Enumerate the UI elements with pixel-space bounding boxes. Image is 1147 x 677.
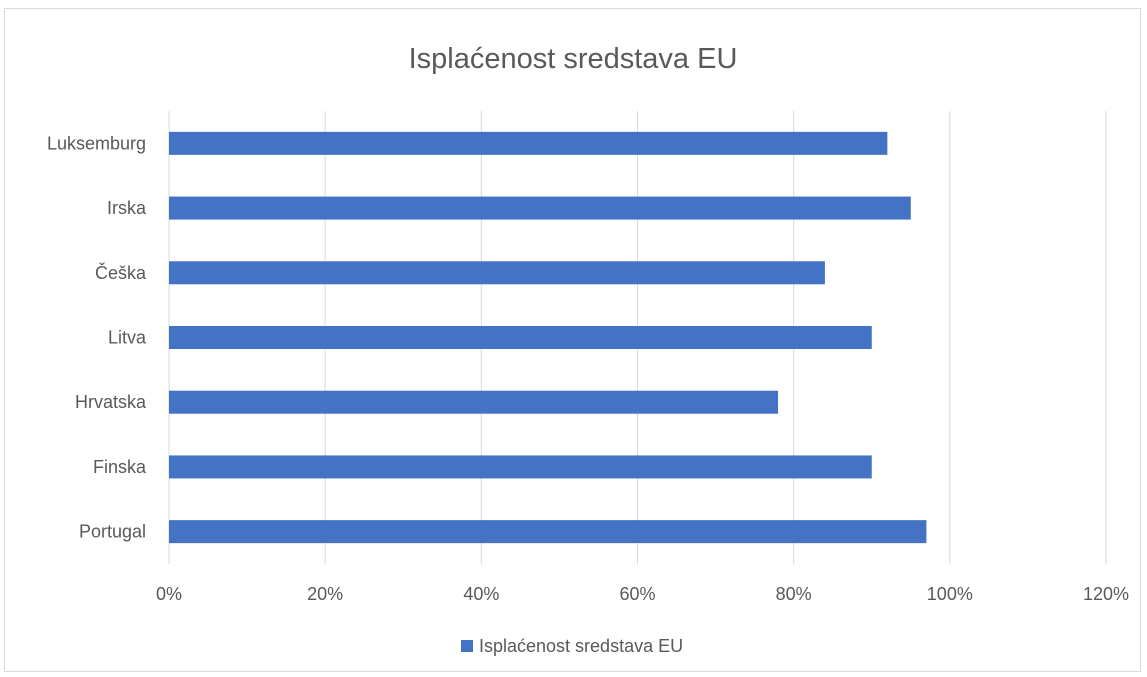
category-label: Češka	[95, 262, 147, 283]
bar	[169, 261, 825, 285]
category-label: Hrvatska	[75, 392, 147, 412]
legend-label: Isplaćenost sredstava EU	[479, 636, 683, 656]
x-tick-label: 20%	[307, 584, 343, 604]
bar	[169, 390, 779, 414]
category-label: Finska	[93, 457, 147, 477]
legend: Isplaćenost sredstava EU	[461, 636, 683, 656]
bar	[169, 196, 911, 220]
bar	[169, 131, 888, 155]
bar	[169, 520, 927, 544]
bars	[169, 131, 927, 544]
category-label: Luksemburg	[47, 133, 146, 153]
x-tick-label: 120%	[1083, 584, 1129, 604]
bar	[169, 455, 872, 479]
category-label: Litva	[108, 328, 147, 348]
category-label: Portugal	[79, 522, 146, 542]
x-tick-label: 0%	[156, 584, 182, 604]
category-labels: Luksemburg Irska Češka Litva Hrvatska Finska P…	[47, 133, 147, 541]
category-label: Irska	[107, 198, 147, 218]
legend-swatch	[461, 640, 473, 652]
x-tick-label: 40%	[463, 584, 499, 604]
x-tick-labels: 0% 20% 40% 60% 80% 100% 120%	[156, 584, 1129, 604]
chart-title: Isplaćenost sredstava EU	[409, 43, 738, 75]
x-tick-label: 80%	[776, 584, 812, 604]
x-tick-label: 60%	[619, 584, 655, 604]
bar	[169, 326, 872, 349]
x-tick-label: 100%	[927, 584, 973, 604]
